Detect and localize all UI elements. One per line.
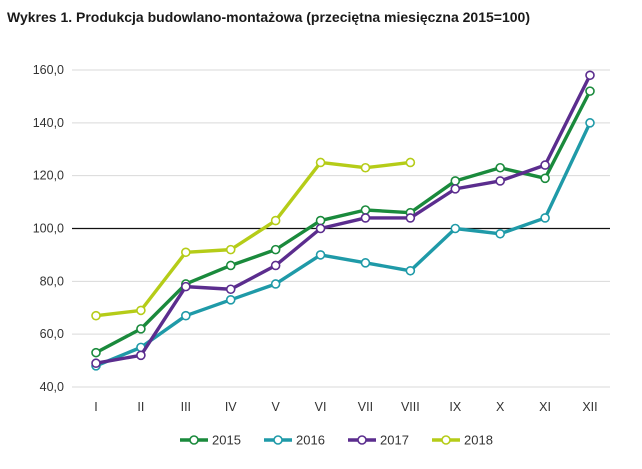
y-axis-ticks: 40,0 60,0 80,0 100,0 120,0 140,0 160,0 [33, 63, 64, 394]
data-point-2017 [270, 260, 281, 271]
data-point-2018 [91, 310, 101, 321]
series-2017 [91, 70, 595, 369]
data-point-2018 [181, 247, 191, 258]
y-tick-label: 100,0 [33, 222, 64, 236]
data-point-2017 [181, 281, 191, 292]
data-point-2015 [136, 324, 146, 334]
series-line-2018 [94, 160, 413, 318]
series-line-2015 [94, 89, 592, 355]
series-2015 [91, 86, 595, 358]
legend-marker-2017 [357, 435, 367, 445]
data-point-2017 [91, 358, 101, 369]
legend-label: 2018 [464, 433, 493, 448]
y-tick-label: 120,0 [33, 169, 64, 183]
data-point-2016 [225, 295, 236, 305]
chart-title: Wykres 1. Produkcja budowlano-montażowa … [7, 9, 530, 25]
data-point-2015 [585, 86, 595, 96]
data-point-2018 [270, 215, 281, 226]
data-point-2017 [405, 213, 416, 223]
legend-marker-2016 [273, 435, 283, 445]
data-point-2018 [136, 305, 146, 316]
legend-marker-2015 [189, 435, 199, 445]
x-tick-label: V [271, 400, 280, 414]
x-tick-label: VIII [401, 400, 420, 414]
x-tick-label: XI [539, 400, 551, 414]
data-point-2017 [495, 176, 505, 186]
series-2018 [91, 157, 416, 321]
gridlines [72, 69, 610, 388]
data-point-2017 [360, 213, 371, 223]
data-point-2015 [495, 162, 505, 173]
data-point-2016 [450, 223, 461, 234]
data-point-2016 [540, 213, 550, 223]
x-axis-ticks: I II III IV V VI VII VIII IX X XI XII [94, 400, 597, 414]
data-point-2016 [270, 279, 281, 289]
y-tick-label: 40,0 [40, 380, 64, 394]
series-2016 [91, 118, 595, 371]
data-point-2015 [91, 347, 101, 358]
legend-label: 2017 [380, 433, 409, 448]
data-point-2016 [181, 310, 191, 321]
x-tick-label: IV [225, 400, 237, 414]
data-point-2017 [540, 160, 550, 170]
data-point-2015 [270, 244, 281, 255]
data-point-2016 [405, 265, 416, 276]
x-tick-label: X [496, 400, 505, 414]
data-point-2016 [315, 250, 326, 260]
data-point-2018 [360, 162, 371, 173]
y-tick-label: 140,0 [33, 116, 64, 130]
data-point-2015 [315, 215, 326, 226]
x-tick-label: II [137, 400, 144, 414]
x-tick-label: III [181, 400, 191, 414]
x-tick-label: XII [582, 400, 597, 414]
y-tick-label: 60,0 [40, 327, 64, 341]
data-point-2016 [495, 228, 505, 239]
data-point-2015 [360, 205, 371, 215]
series-line-2017 [94, 73, 592, 365]
data-point-2017 [315, 223, 326, 234]
data-point-2015 [450, 176, 461, 186]
x-tick-label: VI [315, 400, 327, 414]
legend-label: 2015 [212, 433, 241, 448]
series-lines [91, 70, 595, 371]
legend: 2015 2016 2017 2018 [180, 433, 493, 448]
data-point-2016 [360, 258, 371, 268]
data-point-2017 [450, 184, 461, 194]
data-point-2017 [136, 350, 146, 361]
series-line-2016 [94, 121, 592, 368]
data-point-2016 [585, 118, 595, 128]
data-point-2015 [225, 260, 236, 271]
legend-label: 2016 [296, 433, 325, 448]
data-point-2017 [585, 70, 595, 81]
data-point-2018 [405, 157, 416, 168]
x-tick-label: I [94, 400, 97, 414]
legend-marker-2018 [441, 435, 451, 445]
data-point-2018 [225, 244, 236, 255]
data-point-2017 [225, 284, 236, 295]
data-point-2015 [540, 173, 550, 184]
x-tick-label: IX [449, 400, 461, 414]
y-tick-label: 160,0 [33, 63, 64, 77]
x-tick-label: VII [358, 400, 373, 414]
y-tick-label: 80,0 [40, 274, 64, 288]
data-point-2018 [315, 157, 326, 168]
